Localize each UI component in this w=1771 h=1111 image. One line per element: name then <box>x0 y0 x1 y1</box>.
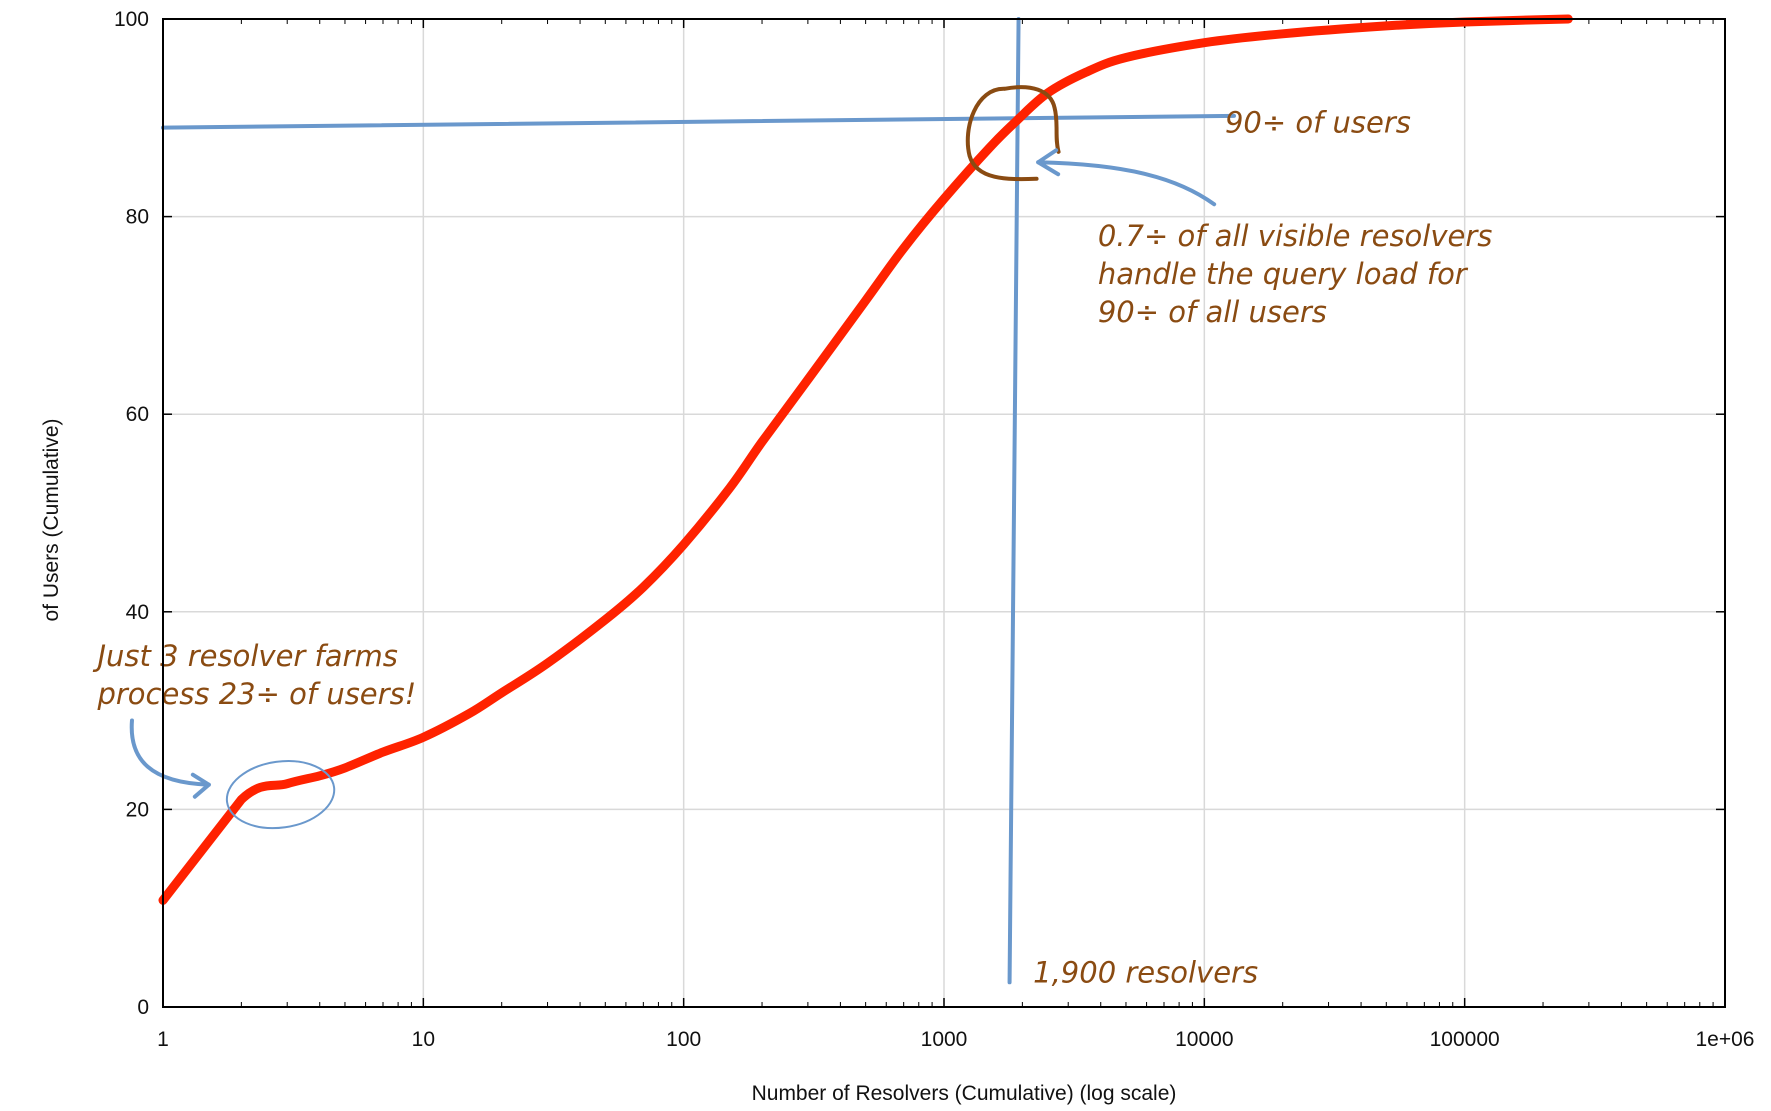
annotation-3: Just 3 resolver farms process 23÷ of user… <box>92 639 416 711</box>
annotations: 90÷ of users 0.7÷ of all visible resolver… <box>92 106 1492 990</box>
callout-arrowhead-right <box>1036 148 1061 177</box>
y-tick-label: 40 <box>126 601 149 624</box>
plot-frame <box>162 18 1726 1008</box>
callout-arrow-right <box>1036 160 1217 207</box>
x-tick-label: 100000 <box>1430 1028 1500 1051</box>
series-group <box>158 14 1573 905</box>
knee-circle-mark <box>225 760 336 830</box>
x-tick-label: 100 <box>666 1028 701 1051</box>
callout-arrowhead-left <box>190 772 211 799</box>
x-axis-label: Number of Resolvers (Cumulative) (log sc… <box>752 1082 1177 1105</box>
x-tick-label: 10000 <box>1175 1028 1233 1051</box>
y-tick-label: 60 <box>126 403 149 426</box>
series-line <box>158 14 1573 905</box>
y-tick-label: 0 <box>137 996 149 1019</box>
callout-arrow-left <box>129 718 211 787</box>
x-tick-label: 1 <box>157 1028 169 1051</box>
x-tick-label: 1e+06 <box>1696 1028 1755 1051</box>
annotation-line: process 23÷ of users! <box>96 677 416 711</box>
x-ticks: 1 10 100 1000 10000 100000 1e+06 <box>157 19 1754 1051</box>
y-axis-label: of Users (Cumulative) <box>40 418 63 621</box>
y-tick-label: 100 <box>114 8 149 31</box>
grid <box>163 19 1725 1007</box>
annotation-line: 90÷ of all users <box>1098 295 1327 329</box>
annotation-0: 90÷ of users <box>1225 106 1411 140</box>
annotation-line: 90÷ of users <box>1225 106 1411 140</box>
hand-drawn-marks <box>129 85 1217 830</box>
annotation-1: 0.7÷ of all visible resolvers handle the … <box>1098 219 1493 329</box>
y-tick-label: 80 <box>126 206 149 229</box>
intersection-bracket-mark <box>965 85 1061 182</box>
annotation-line: 0.7÷ of all visible resolvers <box>1098 219 1493 253</box>
x-tick-label: 10 <box>412 1028 435 1051</box>
annotation-line: handle the query load for <box>1098 257 1469 291</box>
y-tick-label: 20 <box>126 798 149 821</box>
annotation-2: 1,900 resolvers <box>1033 955 1258 989</box>
annotation-line: Just 3 resolver farms <box>92 639 397 673</box>
x-tick-label: 1000 <box>921 1028 968 1051</box>
y-ticks: 0 20 40 60 80 100 <box>114 8 1725 1019</box>
annotation-line: 1,900 resolvers <box>1033 955 1258 989</box>
